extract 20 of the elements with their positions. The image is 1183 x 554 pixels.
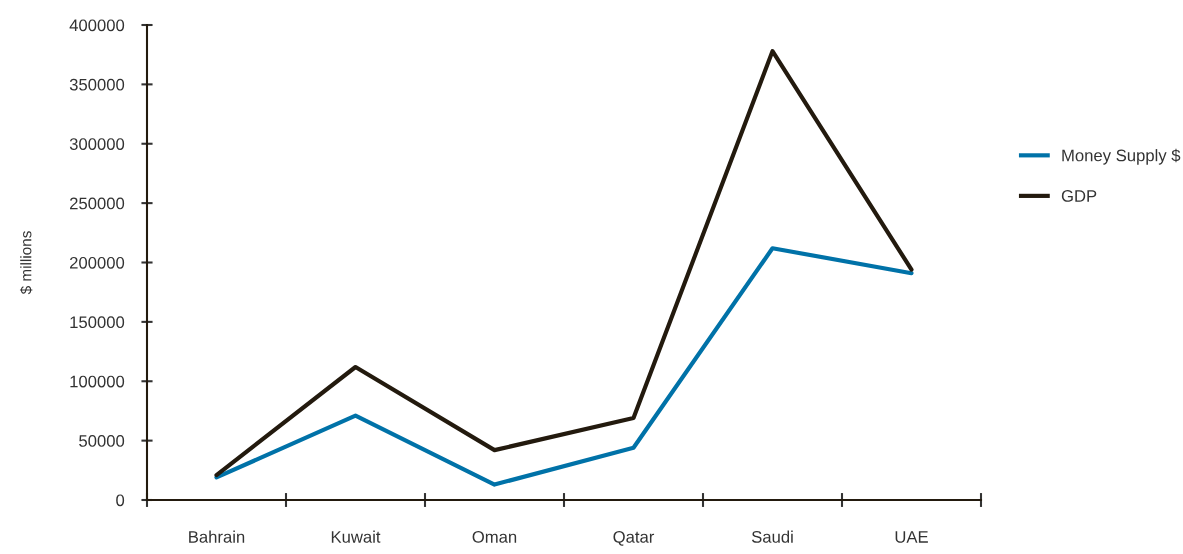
x-tick-label: Bahrain (189, 530, 245, 543)
y-axis-title: $ millions (19, 231, 33, 295)
y-tick-label: 300000 (69, 138, 125, 150)
y-tick-label: 400000 (69, 19, 125, 32)
y-tick-label: 150000 (70, 316, 125, 329)
line-series (214, 49, 914, 478)
line-series (214, 246, 914, 487)
x-tick-label: Saudi (751, 530, 793, 543)
y-tick-label: 250000 (70, 197, 125, 210)
legend-label: GDP (1061, 190, 1097, 202)
y-tick-label: 100000 (70, 375, 125, 388)
x-tick-label: Oman (472, 531, 517, 543)
y-tick-label: 200000 (70, 256, 125, 269)
legend-label: Money Supply $ (1062, 148, 1181, 165)
y-tick-label: 0 (116, 494, 125, 507)
y-tick-label: 50000 (79, 435, 125, 447)
x-tick-label: Kuwait (331, 530, 381, 543)
x-tick-label: Qatar (613, 531, 655, 546)
y-tick-label: 350000 (69, 78, 125, 91)
x-tick-label: UAE (895, 531, 928, 543)
